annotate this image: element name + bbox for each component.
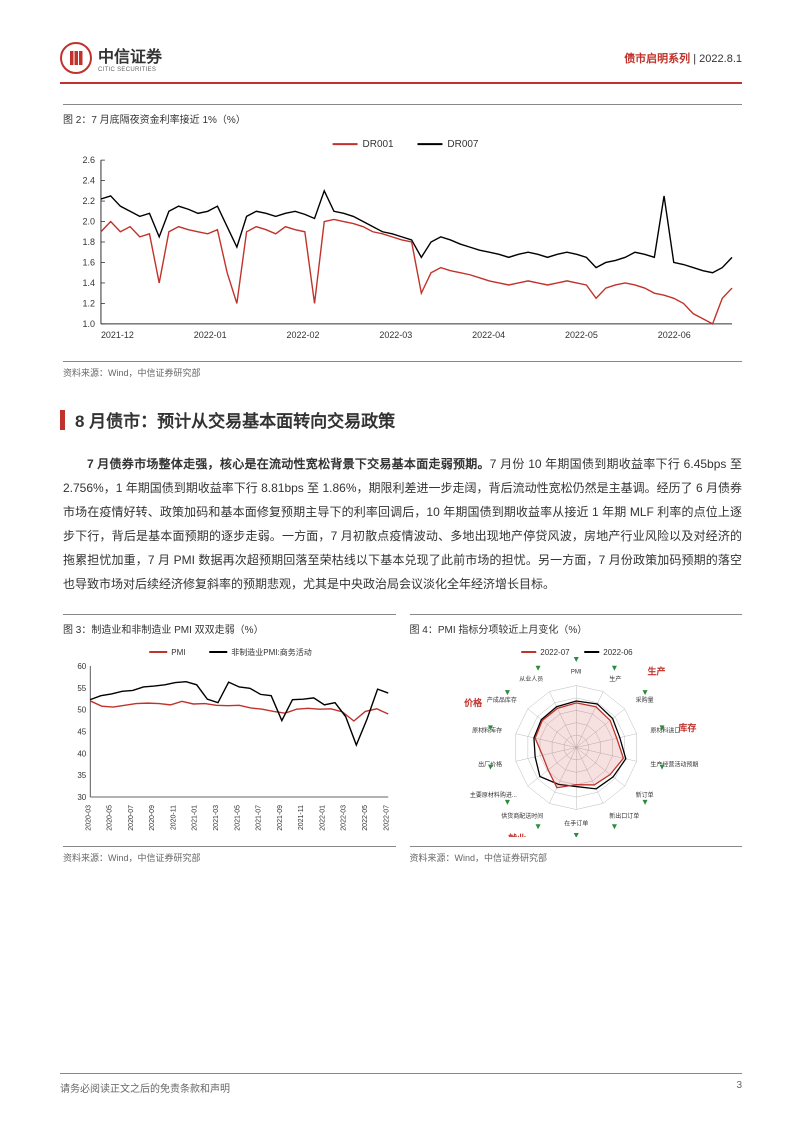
svg-text:原材料库存: 原材料库存 xyxy=(472,727,502,735)
svg-text:库存: 库存 xyxy=(678,722,696,733)
svg-text:2022-03: 2022-03 xyxy=(341,805,348,831)
svg-text:1.8: 1.8 xyxy=(82,237,94,247)
svg-text:2020-05: 2020-05 xyxy=(107,805,114,831)
svg-text:2022-07: 2022-07 xyxy=(540,648,570,657)
svg-text:采购量: 采购量 xyxy=(635,696,653,704)
svg-text:2022-04: 2022-04 xyxy=(472,330,505,340)
svg-text:2022-07: 2022-07 xyxy=(383,805,390,831)
svg-text:2022-05: 2022-05 xyxy=(362,805,369,831)
svg-text:2021-12: 2021-12 xyxy=(101,330,134,340)
chart2-svg: 1.0 1.2 1.4 1.6 1.8 2.0 2.2 2.4 2.6 2021-12 2022-0… xyxy=(63,132,742,352)
svg-text:1.2: 1.2 xyxy=(82,298,94,308)
chart2-title: 图 2：7 月底隔夜资金利率接近 1%（%） xyxy=(63,104,742,126)
svg-text:45: 45 xyxy=(77,728,86,737)
svg-text:2.6: 2.6 xyxy=(82,155,94,165)
chart4-title: 图 4：PMI 指标分项较近上月变化（%） xyxy=(410,614,743,636)
header-meta: 债市启明系列 | 2022.8.1 xyxy=(624,50,742,66)
svg-text:供货商配送时间: 供货商配送时间 xyxy=(501,812,543,820)
chart3-title: 图 3：制造业和非制造业 PMI 双双走弱（%） xyxy=(63,614,396,636)
chart2-source: 资料来源：Wind，中信证券研究部 xyxy=(63,361,742,379)
svg-text:2.4: 2.4 xyxy=(82,176,94,186)
logo-text-en: CITIC SECURITIES xyxy=(98,67,162,73)
svg-text:2022-02: 2022-02 xyxy=(287,330,320,340)
svg-text:产成品库存: 产成品库存 xyxy=(486,696,516,704)
svg-text:生产: 生产 xyxy=(609,675,621,683)
paragraph-body: 7 月份 10 年期国债到期收益率下行 6.45bps 至 2.756%，1 年… xyxy=(63,457,742,591)
svg-text:1.6: 1.6 xyxy=(82,257,94,267)
svg-text:2021-11: 2021-11 xyxy=(298,805,305,830)
svg-text:2021-05: 2021-05 xyxy=(234,805,241,831)
section-header: 8 月债市：预计从交易基本面转向交易政策 xyxy=(60,407,742,432)
svg-text:DR007: DR007 xyxy=(447,139,478,150)
svg-text:40: 40 xyxy=(77,749,86,758)
svg-text:2.0: 2.0 xyxy=(82,217,94,227)
footer-disclaimer: 请务必阅读正文之后的免责条款和声明 xyxy=(60,1080,230,1095)
svg-text:价格: 价格 xyxy=(464,697,483,708)
svg-text:30: 30 xyxy=(77,793,86,802)
logo-text-cn: 中信证券 xyxy=(98,43,162,67)
chart4-container: 图 4：PMI 指标分项较近上月变化（%） 2022-07 2022-06 PMI 生… xyxy=(410,614,743,864)
svg-text:60: 60 xyxy=(77,662,86,671)
svg-text:2020-11: 2020-11 xyxy=(170,805,177,830)
svg-text:2020-07: 2020-07 xyxy=(128,805,135,831)
svg-text:原材料进口: 原材料进口 xyxy=(650,727,680,735)
paragraph-lead: 7 月债券市场整体走强，核心是在流动性宽松背景下交易基本面走弱预期。 xyxy=(87,457,490,471)
chart4-source: 资料来源：Wind，中信证券研究部 xyxy=(410,846,743,864)
chart3-container: 图 3：制造业和非制造业 PMI 双双走弱（%） 30 35 40 45 50 55 60 2… xyxy=(63,614,396,864)
body-paragraph: 7 月债券市场整体走强，核心是在流动性宽松背景下交易基本面走弱预期。7 月份 1… xyxy=(63,452,742,596)
footer: 请务必阅读正文之后的免责条款和声明 3 xyxy=(60,1073,742,1095)
svg-text:2020-09: 2020-09 xyxy=(149,805,156,831)
series-name: 债市启明系列 xyxy=(624,53,690,65)
svg-text:主要原材料购进...: 主要原材料购进... xyxy=(469,791,516,799)
svg-text:非制造业PMI:商务活动: 非制造业PMI:商务活动 xyxy=(231,647,311,657)
svg-text:2022-06: 2022-06 xyxy=(658,330,691,340)
svg-text:2021-01: 2021-01 xyxy=(192,805,199,831)
svg-text:2021-09: 2021-09 xyxy=(277,805,284,831)
header-date: 2022.8.1 xyxy=(699,53,742,65)
chart2-container: 图 2：7 月底隔夜资金利率接近 1%（%） 1.0 1.2 1.4 1.6 1.8 2.… xyxy=(63,104,742,379)
section-title: 8 月债市：预计从交易基本面转向交易政策 xyxy=(75,407,395,432)
section-marker xyxy=(60,410,65,430)
svg-text:2022-05: 2022-05 xyxy=(565,330,598,340)
chart3-svg: 30 35 40 45 50 55 60 2020-03 2020-05 2020-07 2020-… xyxy=(63,642,396,837)
svg-text:2020-03: 2020-03 xyxy=(85,805,92,831)
svg-text:2021-03: 2021-03 xyxy=(213,805,220,831)
page-header: 中信证券 CITIC SECURITIES 债市启明系列 | 2022.8.1 xyxy=(60,42,742,84)
svg-text:1.0: 1.0 xyxy=(82,319,94,329)
svg-text:2021-07: 2021-07 xyxy=(256,805,263,831)
svg-text:就业: 就业 xyxy=(508,833,526,837)
logo: 中信证券 CITIC SECURITIES xyxy=(60,42,162,74)
svg-text:生产经营活动预期: 生产经营活动预期 xyxy=(650,760,698,768)
footer-page: 3 xyxy=(736,1080,742,1095)
chart3-source: 资料来源：Wind，中信证券研究部 xyxy=(63,846,396,864)
svg-text:55: 55 xyxy=(77,684,86,693)
svg-text:2022-06: 2022-06 xyxy=(603,648,633,657)
svg-text:新订单: 新订单 xyxy=(635,791,653,799)
svg-text:50: 50 xyxy=(77,706,86,715)
svg-text:1.4: 1.4 xyxy=(82,278,94,288)
logo-icon xyxy=(60,42,92,74)
charts-row: 图 3：制造业和非制造业 PMI 双双走弱（%） 30 35 40 45 50 55 60 2… xyxy=(63,614,742,864)
svg-text:新出口订单: 新出口订单 xyxy=(609,812,639,820)
svg-text:PMI: PMI xyxy=(171,648,185,657)
svg-text:DR001: DR001 xyxy=(363,139,394,150)
chart4-svg: 2022-07 2022-06 PMI 生产采购量原材料进口生产经营活动预期新订单新出… xyxy=(410,642,743,837)
svg-text:2.2: 2.2 xyxy=(82,196,94,206)
svg-text:35: 35 xyxy=(77,771,86,780)
svg-text:在手订单: 在手订单 xyxy=(564,820,588,828)
svg-text:2022-01: 2022-01 xyxy=(194,330,227,340)
svg-text:PMI: PMI xyxy=(570,670,581,676)
svg-text:生产: 生产 xyxy=(647,666,665,677)
svg-text:2022-03: 2022-03 xyxy=(379,330,412,340)
svg-text:从业人员: 从业人员 xyxy=(519,675,543,683)
svg-text:2022-01: 2022-01 xyxy=(319,805,326,831)
